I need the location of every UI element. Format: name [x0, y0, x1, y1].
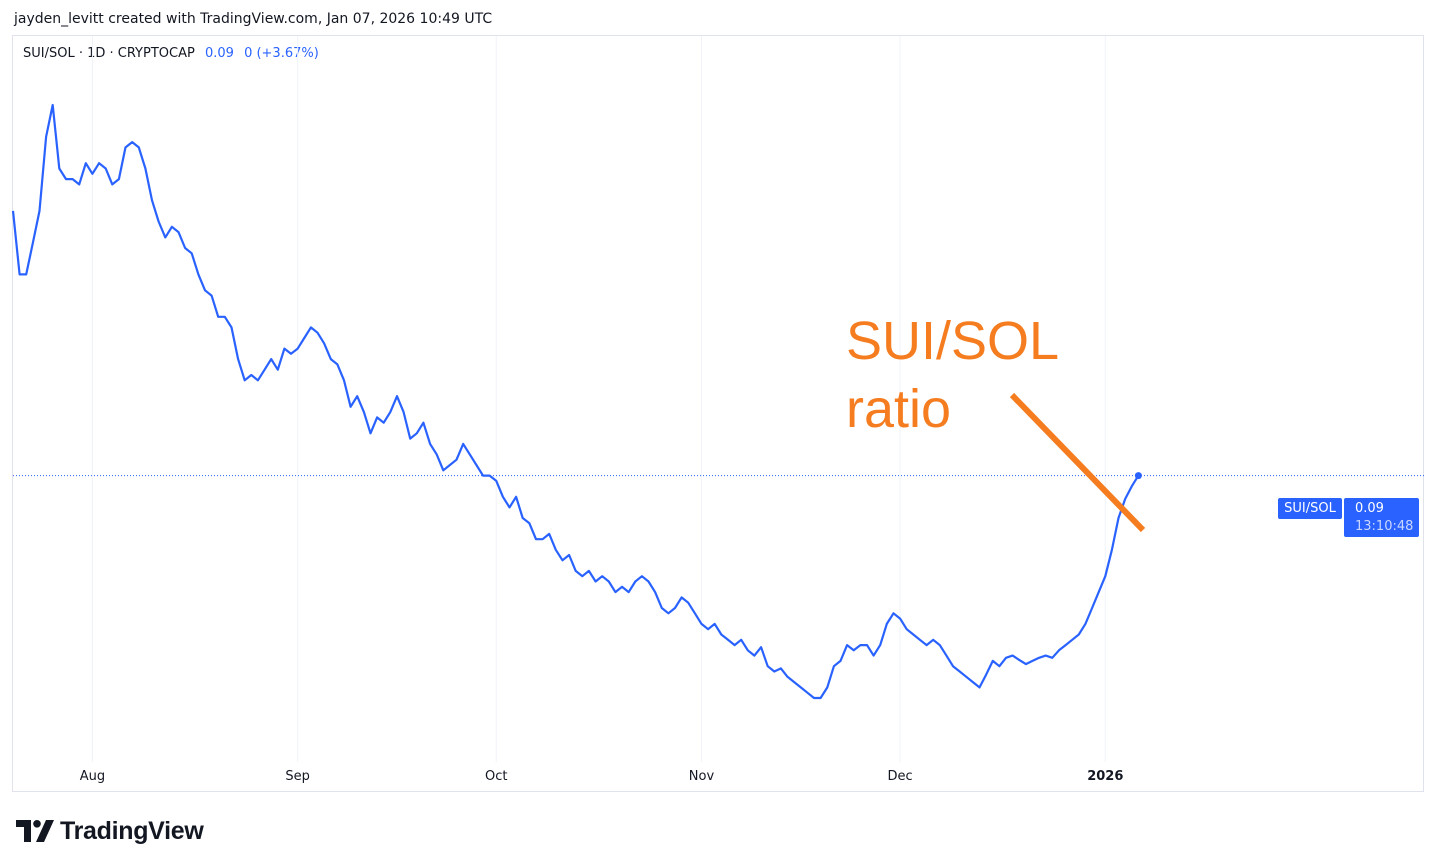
- tradingview-logo[interactable]: TradingView: [16, 816, 204, 846]
- legend-change: 0 (+3.67%): [244, 46, 319, 61]
- annotation-line2: ratio: [846, 379, 951, 439]
- price-tag-countdown: 13:10:48: [1355, 519, 1414, 534]
- x-tick-label-2026: 2026: [1087, 769, 1123, 784]
- logo-wordmark: TradingView: [60, 816, 204, 845]
- price-scale-value-tag: 0.09 13:10:48: [1344, 498, 1419, 537]
- annotation-arrow: [1009, 392, 1146, 533]
- legend-symbol: SUI/SOL · 1D · CRYPTOCAP: [23, 46, 195, 61]
- series-line-sui-sol: [11, 103, 1140, 700]
- annotation-line1: SUI/SOL: [846, 311, 1059, 371]
- x-tick-label-nov: Nov: [689, 769, 715, 784]
- chart-frame: [12, 35, 1424, 792]
- price-tag-price: 0.09: [1355, 501, 1384, 516]
- x-tick-label-dec: Dec: [888, 769, 913, 784]
- symbol-legend[interactable]: SUI/SOL · 1D · CRYPTOCAP 0.09 0 (+3.67%): [23, 46, 319, 61]
- grid-lines: [91, 36, 1106, 762]
- chart-credit: jayden_levitt created with TradingView.c…: [14, 11, 493, 27]
- price-scale-symbol-tag: SUI/SOL: [1278, 498, 1342, 519]
- x-axis-labels: Aug Sep Oct Nov Dec 2026: [80, 769, 1124, 784]
- legend-value: 0.09: [204, 46, 234, 61]
- last-price-point: [1134, 472, 1142, 480]
- x-tick-label-aug: Aug: [80, 769, 105, 784]
- x-tick-label-oct: Oct: [485, 769, 507, 784]
- x-tick-label-sep: Sep: [285, 769, 310, 784]
- tradingview-logo-icon: [16, 820, 54, 842]
